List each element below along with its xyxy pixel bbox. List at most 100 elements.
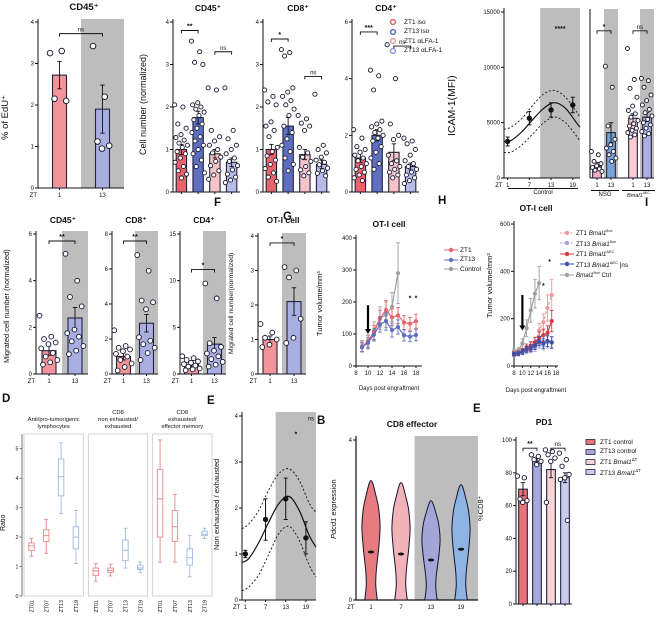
svg-text:4: 4: [345, 77, 349, 83]
svg-text:1: 1: [166, 148, 170, 154]
svg-text:lymphocytes: lymphocytes: [38, 424, 70, 430]
svg-text:ZT: ZT: [495, 183, 503, 189]
cellnumber-cd8-plot: 0 1 2 3 4 * ns: [256, 19, 331, 196]
chart-title: CD45⁺: [194, 3, 222, 13]
svg-text:300: 300: [342, 268, 353, 274]
svg-text:0: 0: [29, 372, 33, 378]
svg-text:13: 13: [608, 183, 615, 189]
svg-text:8: 8: [105, 232, 109, 238]
svg-text:4: 4: [166, 20, 170, 26]
svg-text:1: 1: [631, 183, 635, 189]
ylabel-pdcd1: Pdcd1 expression: [329, 479, 338, 540]
chart-edu-cd45: CD45⁺ 0 1 2 3 4 1 13 ZT ns: [10, 2, 134, 206]
icam-control-plot: 0 5000 10000 15000 1 7 13 19 ZT ****: [483, 8, 581, 189]
svg-text:100: 100: [502, 438, 513, 444]
legend-item: Bmal1flox Ctrl: [560, 270, 656, 279]
svg-text:1: 1: [31, 145, 35, 151]
group-label-bmal-dec: Bmal1ΔEC: [622, 190, 655, 199]
svg-text:0: 0: [349, 598, 353, 604]
svg-text:1: 1: [235, 552, 239, 558]
svg-text:ZT19: ZT19: [138, 600, 144, 612]
svg-text:6: 6: [345, 20, 349, 26]
svg-text:19: 19: [569, 183, 576, 189]
tumor-g-plot: 0 100 200 300 400 8 10 12 14 16 18 Days post engraf…: [342, 235, 422, 392]
chart-title: CD45⁺: [69, 2, 99, 13]
chart-cellnumber-cd45: CD45⁺ 0 1 2 3 4 ** ns: [156, 2, 246, 200]
chart-title: OT-I cell: [372, 219, 406, 229]
svg-text:100: 100: [342, 332, 353, 338]
chart-migrated-cd8: CD8⁺ 0 2 4 6 8 1 13 ZT **: [98, 214, 164, 392]
ylabel-nonexhausted: Non exhausted / exhausted: [212, 458, 221, 550]
chart-title: CD4⁺: [375, 3, 397, 13]
svg-text:ns: ns: [78, 28, 84, 34]
svg-text:13: 13: [72, 379, 79, 385]
legend-iso: ZT1 iso ZT13 iso ZT1 αLFA-1 ZT13 αLFA-1: [388, 18, 460, 55]
svg-text:18: 18: [413, 371, 420, 377]
chart-title: PD1: [535, 417, 553, 427]
svg-text:15000: 15000: [483, 10, 500, 16]
svg-text:ZT: ZT: [347, 605, 355, 611]
svg-text:13: 13: [282, 605, 289, 611]
svg-text:****: ****: [555, 26, 566, 33]
svg-text:*: *: [548, 259, 551, 266]
svg-text:1: 1: [369, 605, 373, 611]
svg-text:*: *: [603, 24, 606, 31]
svg-text:**: **: [527, 441, 533, 448]
legend-item: ZT1 Bmal1ΔEC: [560, 249, 656, 258]
svg-text:0: 0: [349, 364, 353, 370]
panel-label-f: F: [214, 197, 222, 209]
svg-text:ns: ns: [555, 442, 561, 448]
svg-text:ZT01: ZT01: [158, 600, 164, 612]
svg-text:ZT: ZT: [250, 379, 258, 385]
svg-text:5000: 5000: [487, 121, 501, 127]
svg-text:2: 2: [31, 103, 35, 109]
svg-text:1: 1: [58, 193, 62, 199]
svg-text:12: 12: [527, 371, 534, 377]
migrated-cd4-plot: 0 5 10 15 1 13 ZT *: [169, 231, 226, 385]
chart-title: CD4⁺: [193, 215, 215, 225]
svg-text:6: 6: [105, 267, 109, 273]
svg-text:10: 10: [519, 371, 526, 377]
svg-text:6: 6: [29, 232, 33, 238]
svg-text:ZT13: ZT13: [59, 600, 65, 612]
svg-text:14: 14: [389, 371, 396, 377]
svg-text:CD8: CD8: [177, 410, 189, 416]
chart-migrated-cd45: CD45⁺ 0 2 4 6 1 13 ZT **: [16, 214, 96, 392]
legend-item: ZT13 iso: [388, 28, 460, 36]
svg-text:8: 8: [512, 371, 516, 377]
svg-text:0: 0: [235, 598, 239, 604]
chart-title: CD45⁺: [49, 215, 77, 225]
svg-text:*: *: [409, 295, 412, 302]
group-label-control: Control: [508, 188, 578, 197]
legend-item: ZT1 αLFA-1: [388, 37, 460, 45]
svg-text:*: *: [542, 283, 545, 290]
svg-text:0: 0: [256, 190, 260, 196]
svg-text:0: 0: [16, 594, 19, 600]
svg-text:***: ***: [365, 25, 373, 32]
svg-text:4: 4: [105, 302, 109, 308]
svg-text:20: 20: [505, 569, 512, 575]
svg-text:13: 13: [291, 379, 298, 385]
svg-text:7: 7: [399, 605, 403, 611]
legend-item: ZT1 iso: [388, 18, 460, 26]
svg-text:effector memory: effector memory: [161, 424, 203, 430]
chart-migrated-oti: OT-I cell 0 1 2 3 4 1 13 ZT *: [242, 214, 316, 392]
svg-text:2: 2: [256, 105, 260, 111]
cellnumber-cd45-plot: 0 1 2 3 4 ** ns: [166, 19, 241, 196]
legend-pd1: ZT1 control ZT13 control ZT1 Bmal1ΔT ZT13 B…: [584, 438, 656, 477]
svg-text:ns: ns: [399, 40, 405, 46]
svg-text:0: 0: [173, 372, 177, 378]
svg-text:non exhausted/: non exhausted/: [98, 417, 138, 423]
svg-text:ZT13: ZT13: [188, 600, 194, 612]
svg-text:5: 5: [173, 325, 177, 331]
svg-text:ZT01: ZT01: [29, 600, 35, 612]
svg-text:0: 0: [251, 372, 255, 378]
svg-text:Days post engraftment: Days post engraftment: [359, 386, 420, 392]
svg-text:200: 200: [500, 317, 511, 323]
svg-text:2: 2: [166, 105, 170, 111]
svg-text:0: 0: [345, 190, 349, 196]
svg-text:13: 13: [99, 193, 106, 199]
chart-title: CD8⁺: [287, 3, 309, 13]
chart-title: CD8⁺: [125, 215, 147, 225]
